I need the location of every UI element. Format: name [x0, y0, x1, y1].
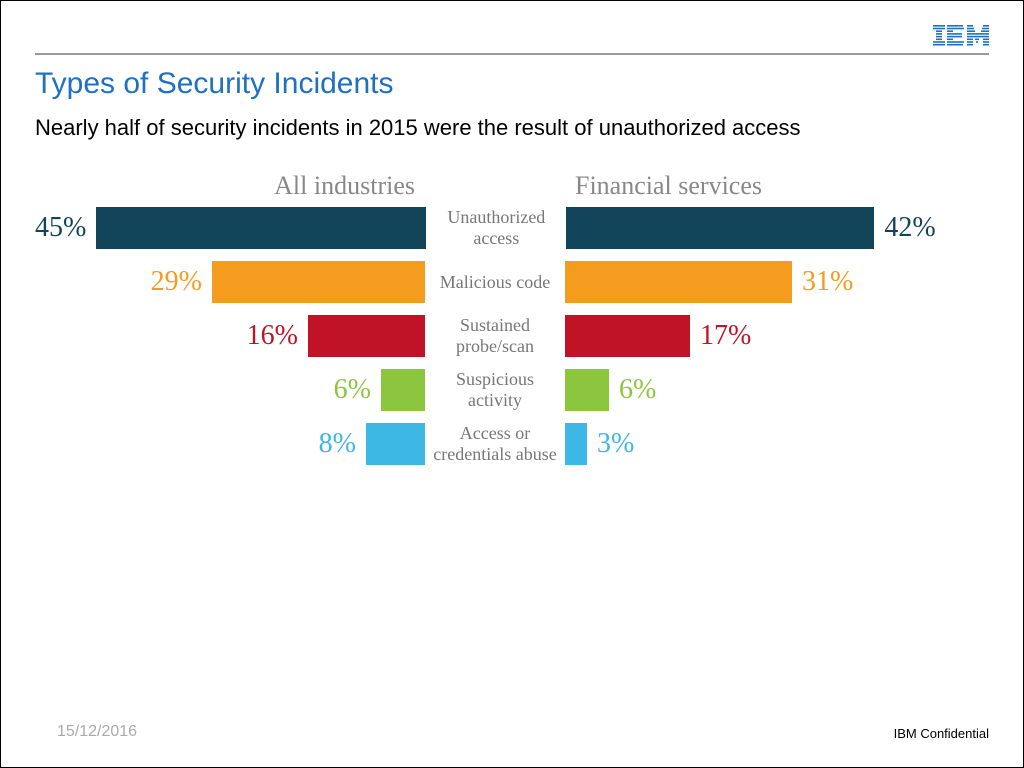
- page-title: Types of Security Incidents: [35, 67, 989, 101]
- chart-row-label: Access or credentials abuse: [425, 423, 565, 464]
- chart-left-cell: 16%: [35, 315, 425, 357]
- chart-left-header: All industries: [35, 171, 425, 201]
- chart-row-label: Unauthorized access: [426, 207, 566, 248]
- chart-right-bar: [565, 423, 587, 465]
- chart-right-header: Financial services: [565, 171, 955, 201]
- chart-right-bar: [565, 261, 792, 303]
- chart-left-pct: 8%: [319, 428, 356, 460]
- chart-row: 8% Access or credentials abuse 3%: [35, 423, 989, 465]
- chart-right-cell: 17%: [565, 315, 955, 357]
- ibm-logo: [933, 25, 989, 52]
- chart-left-pct: 29%: [151, 266, 202, 298]
- chart-left-bar: [381, 369, 425, 411]
- chart-row: 45% Unauthorized access 42%: [35, 207, 989, 249]
- chart-right-bar: [565, 369, 609, 411]
- slide: Types of Security Incidents Nearly half …: [0, 0, 1024, 768]
- chart-left-bar: [366, 423, 425, 465]
- page-subtitle: Nearly half of security incidents in 201…: [35, 115, 989, 141]
- chart-right-bar: [565, 315, 690, 357]
- chart-left-pct: 45%: [35, 212, 86, 244]
- chart-right-pct: 42%: [884, 212, 935, 244]
- chart-mid-spacer: [425, 171, 565, 201]
- chart-left-cell: 45%: [35, 207, 426, 249]
- chart-right-cell: 6%: [565, 369, 955, 411]
- incidents-chart: All industries Financial services 45% Una…: [35, 171, 989, 465]
- chart-rows: 45% Unauthorized access 42% 29% Malicious co…: [35, 207, 989, 465]
- chart-row: 6% Suspicious activity 6%: [35, 369, 989, 411]
- chart-right-pct: 17%: [700, 320, 751, 352]
- footer-confidential: IBM Confidential: [894, 726, 989, 741]
- chart-right-cell: 3%: [565, 423, 955, 465]
- chart-left-cell: 8%: [35, 423, 425, 465]
- chart-left-pct: 16%: [247, 320, 298, 352]
- chart-left-bar: [212, 261, 425, 303]
- chart-row: 29% Malicious code 31%: [35, 261, 989, 303]
- chart-left-bar: [96, 207, 426, 249]
- header-rule: [35, 53, 989, 55]
- chart-left-cell: 6%: [35, 369, 425, 411]
- chart-left-bar: [308, 315, 425, 357]
- footer-date: 15/12/2016: [57, 723, 137, 741]
- chart-row-label: Malicious code: [425, 272, 565, 293]
- chart-left-pct: 6%: [334, 374, 371, 406]
- chart-right-cell: 31%: [565, 261, 955, 303]
- chart-row-label: Suspicious activity: [425, 369, 565, 410]
- chart-right-bar: [566, 207, 874, 249]
- chart-right-pct: 3%: [597, 428, 634, 460]
- chart-row-label: Sustained probe/scan: [425, 315, 565, 356]
- chart-right-pct: 31%: [802, 266, 853, 298]
- chart-right-pct: 6%: [619, 374, 656, 406]
- chart-left-cell: 29%: [35, 261, 425, 303]
- chart-row: 16% Sustained probe/scan 17%: [35, 315, 989, 357]
- chart-column-headers: All industries Financial services: [35, 171, 989, 201]
- chart-right-cell: 42%: [566, 207, 956, 249]
